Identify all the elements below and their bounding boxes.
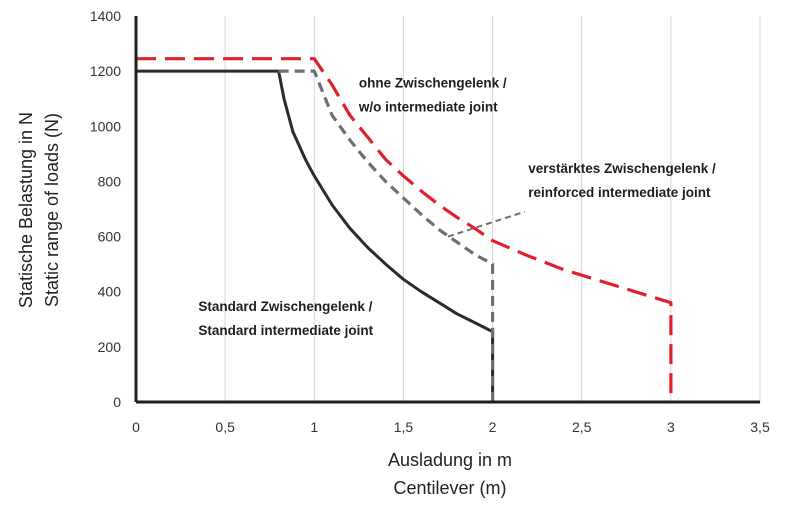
leader-layer (447, 210, 525, 238)
annotation-2-line-0: Standard Zwischengelenk / (198, 299, 372, 314)
x-tick-label-7: 3,5 (750, 419, 770, 435)
y-tick-label-1: 200 (98, 339, 122, 355)
series-layer (136, 57, 673, 402)
y-tick-label-7: 1400 (90, 8, 121, 24)
x-tick-label-2: 1 (310, 419, 318, 435)
y-tick-label-5: 1000 (90, 118, 121, 134)
y-axis-title-line-2: Static range of loads (N) (42, 113, 62, 307)
annotation-1-line-1: reinforced intermediate joint (528, 185, 711, 200)
annotation-2-line-1: Standard intermediate joint (198, 323, 373, 338)
annotations: ohne Zwischengelenk / w/o intermediate jo… (198, 76, 716, 338)
x-tick-label-4: 2 (489, 419, 497, 435)
y-tick-label-4: 800 (98, 173, 122, 189)
x-tick-label-3: 1,5 (394, 419, 414, 435)
grid-lines (224, 16, 761, 402)
x-axis-title-line-2: Centilever (m) (393, 478, 506, 498)
series-line-0 (136, 69, 495, 402)
annotation-0-line-1: w/o intermediate joint (358, 100, 498, 115)
y-tick-label-0: 0 (113, 394, 121, 410)
annotation-0-line-0: ohne Zwischengelenk / (359, 76, 507, 91)
series-line-1 (278, 69, 495, 402)
y-tick-label-2: 400 (98, 284, 122, 300)
annotation-1-line-0: verstärktes Zwischengelenk / (528, 161, 716, 176)
x-tick-label-6: 3 (667, 419, 675, 435)
y-axis-title-line-1: Statische Belastung in N (16, 112, 36, 308)
annotation-leader-line (447, 210, 525, 238)
x-tick-label-5: 2,5 (572, 419, 592, 435)
x-axis-title-line-1: Ausladung in m (388, 450, 512, 470)
series-line-2 (136, 57, 673, 402)
x-tick-label-1: 0,5 (215, 419, 235, 435)
axes (134, 16, 760, 404)
x-tick-label-0: 0 (132, 419, 140, 435)
y-tick-label-3: 600 (98, 229, 122, 245)
tick-labels: 0 0,5 1 1,5 2 2,5 3 3,5 0 200 400 600 800 1000 1200 140… (90, 8, 770, 435)
y-tick-label-6: 1200 (90, 63, 121, 79)
